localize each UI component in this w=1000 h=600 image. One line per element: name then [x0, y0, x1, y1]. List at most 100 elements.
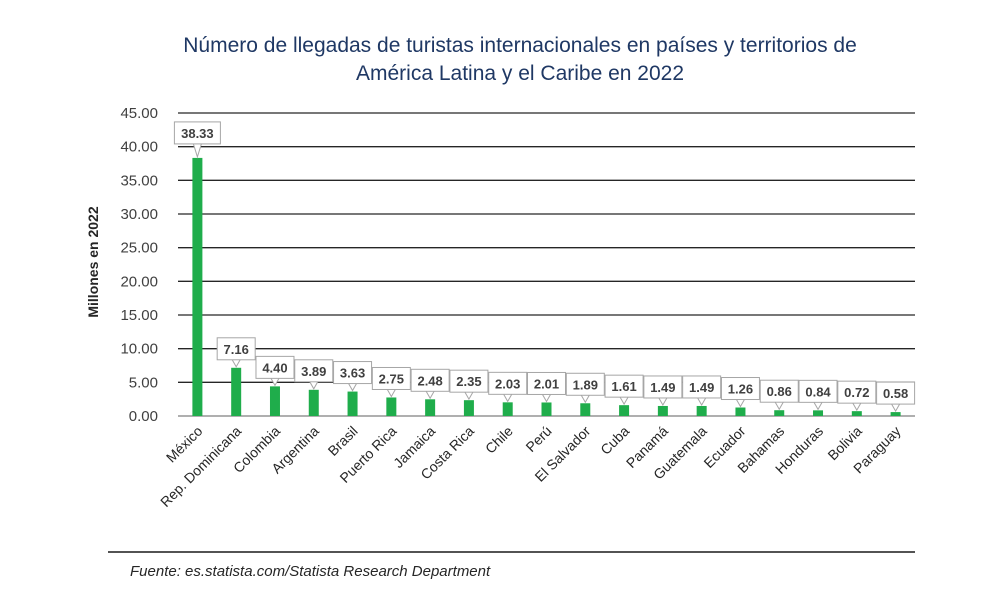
data-label-text: 3.89 [301, 364, 326, 379]
data-label-text: 2.03 [495, 376, 520, 391]
x-tick-label: Brasil [325, 423, 361, 459]
y-axis-label: Millones en 2022 [85, 206, 101, 317]
data-label: 0.84 [798, 379, 838, 411]
x-tick-label: Cuba [597, 423, 632, 458]
data-label-box [798, 379, 838, 403]
data-label-text: 4.40 [262, 360, 287, 375]
bar [386, 397, 397, 416]
data-label-pointer [542, 394, 551, 403]
data-label-pointer [891, 403, 901, 413]
data-label-box [333, 361, 373, 385]
data-label-box [449, 369, 489, 393]
chart-title-line-1: Número de llegadas de turistas internaci… [183, 34, 857, 57]
data-label: 2.35 [449, 369, 489, 401]
bar [696, 405, 707, 416]
bars [192, 157, 901, 417]
data-label-pointer [231, 359, 241, 368]
data-label-box [371, 366, 411, 390]
gridlines [178, 112, 915, 417]
data-label: 1.89 [565, 372, 605, 404]
data-label-text: 0.84 [805, 384, 831, 399]
data-label: 7.16 [216, 337, 256, 368]
data-label-pointer [270, 378, 280, 387]
data-label-text: 0.86 [767, 384, 792, 399]
data-label-pointer [503, 394, 513, 403]
y-tick-label: 15.00 [120, 307, 158, 324]
data-label: 4.40 [255, 355, 295, 387]
data-label-pointer [619, 396, 629, 406]
data-label-pointer [464, 391, 474, 401]
data-label: 3.89 [294, 359, 334, 390]
bar [580, 403, 591, 416]
data-label-text: 7.16 [224, 342, 249, 357]
data-label: 38.33 [173, 121, 221, 159]
data-label-box [643, 375, 683, 399]
bar [541, 402, 552, 416]
y-tick-label: 0.00 [129, 408, 158, 425]
bar [502, 402, 513, 416]
x-tick-label: Chile [482, 423, 516, 457]
data-label-box [876, 381, 916, 405]
chart-title-line-2: América Latina y el Caribe en 2022 [356, 62, 684, 85]
data-label-text: 1.49 [650, 380, 675, 395]
data-label-box [410, 368, 450, 392]
data-label-pointer [386, 389, 396, 398]
data-label-box [837, 380, 877, 404]
data-label-box [294, 359, 334, 383]
data-label-pointer [813, 402, 823, 411]
y-tick-label: 35.00 [120, 172, 158, 189]
data-label-text: 2.48 [417, 373, 442, 388]
bar [425, 399, 436, 416]
bar [774, 410, 785, 416]
data-label: 1.26 [720, 377, 760, 408]
data-label: 1.49 [682, 375, 722, 406]
data-label: 1.61 [604, 374, 644, 406]
data-label: 3.63 [333, 361, 373, 392]
data-label-text: 2.75 [379, 371, 404, 386]
data-label-text: 0.72 [844, 385, 869, 400]
y-tick-label: 20.00 [120, 273, 158, 290]
data-label-text: 2.01 [534, 376, 559, 391]
data-label-pointer [192, 143, 202, 159]
data-label-box [255, 355, 295, 379]
data-label: 2.03 [488, 371, 528, 403]
source-note: Fuente: es.statista.com/Statista Researc… [130, 563, 491, 580]
data-label-box [173, 121, 221, 145]
data-label: 0.58 [876, 381, 916, 413]
y-tick-label: 45.00 [120, 105, 158, 122]
y-tick-label: 25.00 [120, 240, 158, 257]
bar [813, 410, 824, 416]
data-label-box [604, 374, 644, 398]
bar [890, 412, 901, 416]
data-label-box [759, 379, 799, 403]
data-label: 2.48 [410, 368, 450, 400]
data-label-pointer [580, 395, 590, 404]
data-label-pointer [697, 397, 707, 406]
data-label-pointer [736, 399, 745, 408]
data-label-pointer [425, 391, 435, 400]
data-label-text: 0.58 [883, 386, 908, 401]
bar [192, 157, 203, 417]
data-label-pointer [774, 401, 784, 411]
data-label-text: 1.26 [728, 382, 753, 397]
data-label-text: 1.49 [689, 380, 714, 395]
data-label-box [565, 372, 605, 396]
bar [735, 407, 746, 416]
bar [463, 400, 474, 416]
y-tick-label: 10.00 [120, 341, 158, 358]
data-label-box [488, 371, 528, 395]
data-labels: 38.33 7.16 4.40 3.89 3.63 2.75 2.48 2.35 2.03 2.0… [173, 121, 916, 413]
data-label-box [527, 371, 566, 395]
data-label-text: 3.63 [340, 366, 365, 381]
data-label: 1.49 [643, 375, 683, 406]
bar [851, 411, 862, 416]
data-label-pointer [309, 381, 319, 390]
y-tick-label: 5.00 [129, 374, 158, 391]
y-tick-label: 40.00 [120, 139, 158, 156]
bar [308, 389, 319, 416]
data-label-pointer [348, 383, 357, 392]
data-label-box [720, 377, 760, 401]
data-label-pointer [658, 397, 668, 406]
data-label-text: 38.33 [181, 126, 214, 141]
